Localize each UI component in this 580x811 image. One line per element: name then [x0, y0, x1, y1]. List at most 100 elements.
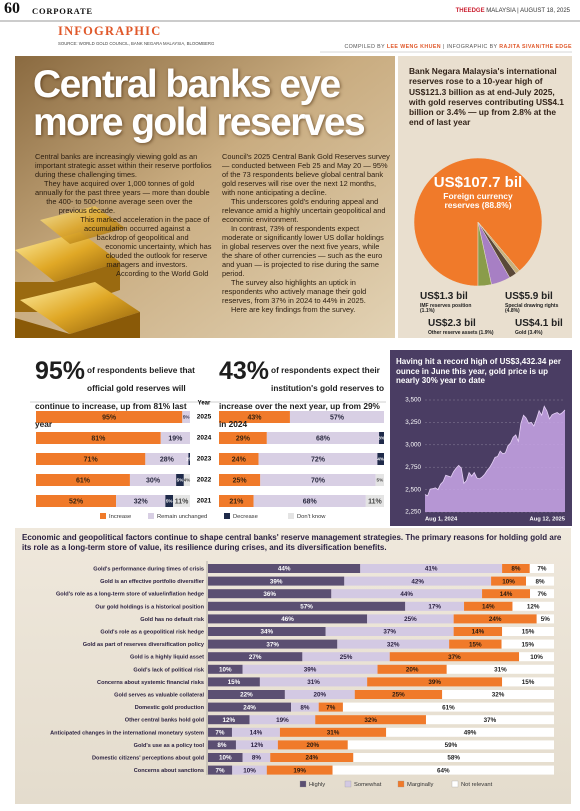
bar-segment — [242, 753, 271, 762]
bar-segment — [389, 652, 520, 662]
bar-segment — [519, 652, 554, 662]
x-tick-label: Aug 1, 2024 — [425, 517, 458, 523]
row-label: Gold has no default risk — [140, 617, 205, 623]
paragraph: The survey also highlights an uptick in … — [222, 278, 367, 305]
bar-label: 14% — [472, 629, 485, 636]
y-tick-label: 2,750 — [405, 464, 421, 471]
bar-segment — [502, 564, 530, 573]
bar-segment — [337, 639, 450, 649]
bar-label: 12% — [527, 603, 540, 610]
bar-label: 19% — [168, 435, 183, 442]
pie-label: US$1.3 bil IMF reserves position (1.1%) — [420, 291, 480, 314]
bar-label: 42% — [411, 578, 424, 585]
row-label: Gold's lack of political risk — [133, 667, 205, 673]
page-number: 60 — [4, 0, 20, 17]
bar-segment — [208, 589, 332, 599]
bar-label: 30% — [146, 477, 161, 484]
bar-label: 19% — [293, 767, 306, 774]
legend-swatch — [397, 780, 405, 788]
row-label: Concerns about sanctions — [134, 768, 204, 774]
survey-title: 43% of respondents expect their institut… — [219, 359, 387, 432]
row-label: Our gold holdings is a historical positi… — [95, 604, 204, 610]
legend-swatch — [148, 513, 154, 519]
legend-swatch — [288, 513, 294, 519]
bar-segment — [208, 690, 285, 699]
bar-segment — [289, 411, 384, 423]
y-tick-label: 3,000 — [405, 441, 421, 448]
reserves-note: Bank Negara Malaysia's international res… — [409, 66, 564, 128]
row-label: Gold's role as a geopolitical risk hedge — [100, 629, 204, 635]
bar-segment — [129, 474, 177, 486]
bar-segment — [208, 715, 250, 725]
pie-category: Foreign currency reserves (88.8%) — [443, 190, 513, 210]
row-label: Gold serves as valuable collateral — [114, 692, 204, 698]
legend-swatch — [451, 780, 459, 788]
bar-label: 25% — [392, 692, 405, 699]
bar-label: 37% — [484, 717, 497, 724]
bar-label: 31% — [494, 666, 507, 673]
bar-segment — [315, 715, 426, 725]
bar-segment — [353, 753, 554, 762]
pie-label: US$5.9 bil Special drawing rights (4.8%) — [505, 291, 569, 314]
bar-segment — [208, 753, 243, 762]
pie-category: Special drawing rights (4.8%) — [505, 302, 559, 314]
bar-label: 7% — [537, 591, 547, 598]
bar-label: 10% — [530, 654, 543, 661]
bar-segment — [208, 765, 233, 775]
bar-segment — [270, 753, 354, 762]
bar-label: 39% — [428, 679, 441, 686]
chart-title: of respondents believe that official gol… — [35, 365, 195, 429]
legend-label: Don't know — [297, 514, 326, 520]
row-label: Anticipated changes in the international… — [50, 730, 204, 736]
bar-segment — [173, 495, 190, 507]
legend-label: Not relevant — [461, 782, 493, 788]
bar-segment — [242, 664, 378, 674]
x-tick-label: Aug 12, 2025 — [530, 517, 566, 523]
bar-segment — [302, 652, 390, 662]
bar-label: 27% — [249, 654, 262, 661]
credit: LEE WENG KHUEN — [386, 44, 441, 50]
bar-label: 15% — [228, 679, 241, 686]
bar-label: 81% — [91, 435, 106, 442]
bar-label: 22% — [240, 692, 253, 699]
bar-segment — [375, 474, 384, 486]
bar-segment — [160, 432, 190, 444]
bar-segment — [354, 690, 443, 699]
paragraph: This marked acceleration in the pace of … — [80, 215, 212, 269]
bar-label: 57% — [300, 603, 313, 610]
bar-label: 3% — [378, 436, 385, 441]
bar-label: 8% — [252, 755, 262, 762]
bar-label: 15% — [469, 641, 482, 648]
pie-category: IMF reserves position (1.1%) — [420, 302, 472, 314]
bar-segment — [208, 576, 345, 586]
headline: Central banks eye more gold reserves — [33, 63, 366, 144]
bar-label: 7% — [215, 729, 225, 736]
bar-label: 20% — [307, 742, 320, 749]
bar-segment — [405, 601, 465, 611]
axis-title: Year — [198, 401, 211, 407]
bar-label: 4% — [184, 478, 191, 483]
bar-segment — [208, 627, 326, 636]
y-tick-label: 3,500 — [405, 397, 421, 404]
bar-segment — [331, 589, 483, 599]
bar-label: 64% — [437, 767, 450, 774]
bar-label: 61% — [76, 477, 91, 484]
y-tick-label: 2,500 — [405, 486, 421, 493]
bar-segment — [536, 614, 554, 624]
bar-segment — [208, 702, 292, 712]
survey-title: 95% of respondents believe that official… — [35, 359, 197, 432]
bar-label: 37% — [266, 641, 279, 648]
bar-label: 31% — [307, 679, 320, 686]
bar-label: 8% — [300, 704, 310, 711]
bar-label: 1% — [186, 457, 193, 462]
bar-segment — [36, 495, 117, 507]
bar-label: 95% — [102, 414, 117, 421]
paragraph: According to the World Gold — [116, 269, 209, 278]
bar-label: 39% — [270, 578, 283, 585]
bar-label: 24% — [305, 755, 318, 762]
bar-segment — [453, 614, 537, 624]
bar-label: 31% — [327, 729, 340, 736]
credits: COMPILED BY LEE WENG KHUEN | INFOGRAPHIC… — [344, 44, 572, 50]
bar-segment — [235, 740, 278, 750]
bar-label: 7% — [216, 767, 226, 774]
